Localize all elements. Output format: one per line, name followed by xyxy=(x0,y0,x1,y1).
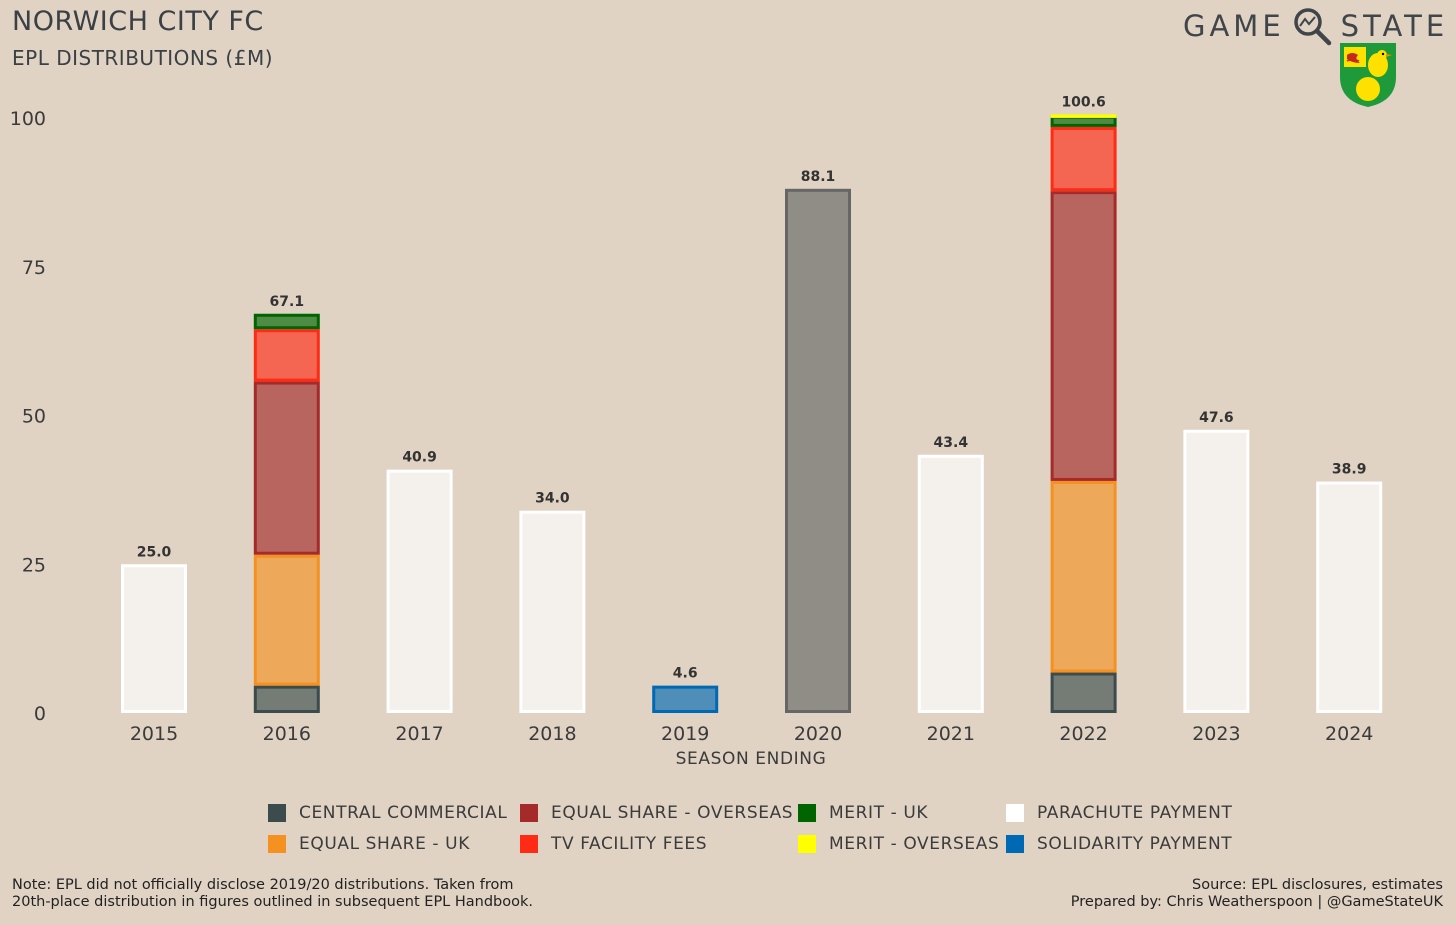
bar-segment xyxy=(785,188,851,713)
bar-segment xyxy=(917,454,984,713)
legend-label: TV FACILITY FEES xyxy=(551,834,708,854)
y-tick-label: 75 xyxy=(22,257,46,279)
bar-segment xyxy=(121,564,187,713)
legend-swatch xyxy=(1006,804,1024,822)
legend-swatch xyxy=(520,835,538,853)
legend-label: PARACHUTE PAYMENT xyxy=(1037,803,1233,823)
bar-segment xyxy=(1050,672,1117,713)
legend-label: SOLIDARITY PAYMENT xyxy=(1037,834,1233,854)
y-tick-label: 100 xyxy=(10,108,46,130)
bar-segment xyxy=(1050,191,1117,481)
x-tick-label: 2018 xyxy=(528,723,576,745)
bar-segment xyxy=(253,381,320,555)
legend-item: MERIT - UK xyxy=(798,803,928,823)
legend-label: MERIT - UK xyxy=(829,803,929,823)
bar-total-label: 25.0 xyxy=(137,544,172,560)
legend-label: EQUAL SHARE - OVERSEAS xyxy=(551,803,794,823)
x-tick-label: 2015 xyxy=(130,723,178,745)
legend-item: MERIT - OVERSEAS xyxy=(798,834,999,854)
legend-item: CENTRAL COMMERCIAL xyxy=(268,803,507,823)
x-tick-label: 2016 xyxy=(263,723,311,745)
footnote-line: 20th-place distribution in figures outli… xyxy=(12,894,534,910)
bar-segment xyxy=(1050,480,1117,673)
norwich-canary-crest-icon xyxy=(1338,41,1398,109)
bar-segment xyxy=(253,685,320,714)
legend-label: CENTRAL COMMERCIAL xyxy=(299,803,508,823)
bar-segment xyxy=(1316,481,1383,714)
legend-swatch xyxy=(520,804,538,822)
bar-segment xyxy=(519,510,586,714)
bar-total-label: 88.1 xyxy=(801,169,836,185)
y-tick-label: 25 xyxy=(22,554,46,576)
brand-word-left: GAME xyxy=(1183,9,1285,43)
bar-total-label: 43.4 xyxy=(934,435,969,451)
legend-swatch xyxy=(1006,835,1024,853)
legend-item: EQUAL SHARE - UK xyxy=(268,834,470,854)
bar-total-label: 100.6 xyxy=(1061,94,1105,110)
legend-item: PARACHUTE PAYMENT xyxy=(1006,803,1232,823)
legend-label: MERIT - OVERSEAS xyxy=(829,834,1000,854)
bar-total-label: 4.6 xyxy=(673,666,698,682)
x-tick-label: 2019 xyxy=(661,723,709,745)
bar-segment xyxy=(253,313,320,330)
bar-segment xyxy=(253,554,320,686)
legend-swatch xyxy=(798,835,816,853)
bar-segment xyxy=(1050,114,1117,118)
source-line: Prepared by: Chris Weatherspoon | @GameS… xyxy=(1070,894,1443,910)
y-tick-label: 50 xyxy=(22,406,46,428)
bar-total-label: 38.9 xyxy=(1332,462,1367,478)
x-tick-label: 2020 xyxy=(794,723,842,745)
x-axis-title: SEASON ENDING xyxy=(676,749,827,769)
bar-total-label: 47.6 xyxy=(1199,410,1234,426)
footnote-line: Note: EPL did not officially disclose 20… xyxy=(12,877,514,893)
bar-segment xyxy=(1050,126,1117,192)
x-tick-label: 2023 xyxy=(1192,723,1240,745)
magnifier-icon xyxy=(1291,6,1333,46)
legend-item: TV FACILITY FEES xyxy=(520,834,707,854)
x-tick-label: 2017 xyxy=(395,723,443,745)
bar-segment xyxy=(253,329,320,382)
bar-chart: 0 25 50 75 100 25.0 2015 67.1 2016 40.9 2017 34.0 20… xyxy=(10,94,1383,769)
chart-subtitle: EPL DISTRIBUTIONS (£M) xyxy=(12,46,274,70)
legend-item: EQUAL SHARE - OVERSEAS xyxy=(520,803,793,823)
brand-logo: GAME STATE xyxy=(1183,6,1448,46)
legend-swatch xyxy=(268,835,286,853)
x-tick-label: 2024 xyxy=(1325,723,1373,745)
source-line: Source: EPL disclosures, estimates xyxy=(1192,877,1443,893)
x-tick-label: 2021 xyxy=(927,723,975,745)
bar-segment xyxy=(652,685,719,714)
brand-word-right: STATE xyxy=(1340,9,1449,43)
bar-total-label: 34.0 xyxy=(535,491,570,507)
legend-swatch xyxy=(798,804,816,822)
x-tick-label: 2022 xyxy=(1059,723,1107,745)
chart-title: NORWICH CITY FC xyxy=(12,6,264,37)
y-tick-label: 0 xyxy=(34,703,46,725)
bar-total-label: 40.9 xyxy=(402,450,437,466)
bar-total-label: 67.1 xyxy=(270,294,305,310)
legend-label: EQUAL SHARE - UK xyxy=(299,834,470,854)
source-credit: Source: EPL disclosures, estimates Prepa… xyxy=(1071,877,1443,911)
footnote: Note: EPL did not officially disclose 20… xyxy=(12,877,533,911)
bar-segment xyxy=(1050,115,1117,127)
legend-swatch xyxy=(268,804,286,822)
legend-item: SOLIDARITY PAYMENT xyxy=(1006,834,1232,854)
chart-legend: CENTRAL COMMERCIAL EQUAL SHARE - OVERSEAS… xyxy=(268,803,1268,867)
bar-segment xyxy=(1183,429,1250,713)
bar-segment xyxy=(386,469,453,713)
